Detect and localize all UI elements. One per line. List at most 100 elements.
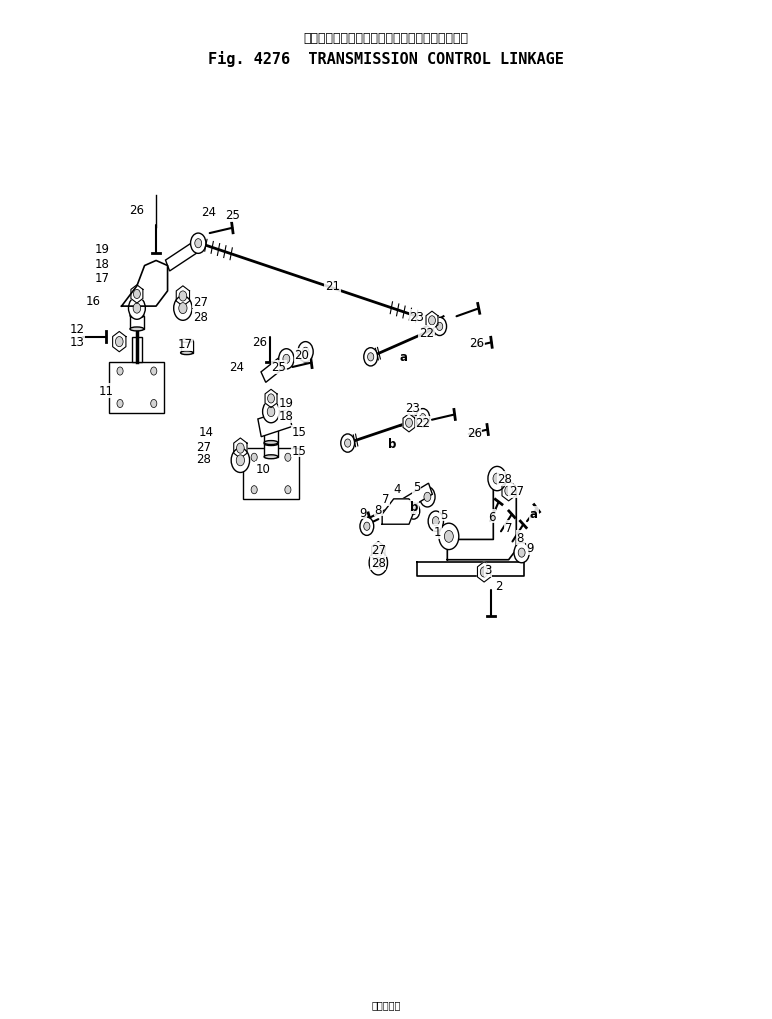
Text: 22: 22 bbox=[419, 327, 434, 339]
Text: Fig. 4276  TRANSMISSION CONTROL LINKAGE: Fig. 4276 TRANSMISSION CONTROL LINKAGE bbox=[208, 51, 564, 66]
Circle shape bbox=[285, 486, 291, 494]
Text: 27: 27 bbox=[371, 543, 386, 556]
Polygon shape bbox=[165, 240, 200, 272]
Circle shape bbox=[117, 400, 123, 409]
Circle shape bbox=[436, 323, 443, 331]
Circle shape bbox=[134, 290, 141, 300]
Polygon shape bbox=[502, 481, 515, 501]
Circle shape bbox=[117, 368, 123, 376]
Polygon shape bbox=[258, 410, 292, 437]
Circle shape bbox=[179, 291, 187, 302]
Circle shape bbox=[262, 401, 279, 423]
Text: 5: 5 bbox=[413, 481, 420, 493]
Text: 28: 28 bbox=[193, 311, 208, 323]
Polygon shape bbox=[382, 499, 415, 525]
Circle shape bbox=[151, 368, 157, 376]
Circle shape bbox=[179, 304, 187, 314]
Text: 12: 12 bbox=[69, 323, 85, 335]
Text: 19: 19 bbox=[95, 243, 110, 256]
Text: －　ｰ　－: － ｰ － bbox=[371, 999, 401, 1009]
Text: 9: 9 bbox=[527, 541, 534, 554]
Circle shape bbox=[480, 568, 488, 578]
Circle shape bbox=[128, 298, 145, 320]
Ellipse shape bbox=[264, 455, 278, 460]
Circle shape bbox=[445, 531, 453, 543]
Text: 26: 26 bbox=[469, 337, 484, 350]
Circle shape bbox=[251, 486, 257, 494]
Text: 1: 1 bbox=[434, 526, 441, 538]
Circle shape bbox=[411, 507, 416, 516]
Circle shape bbox=[298, 342, 313, 363]
Text: 18: 18 bbox=[279, 410, 294, 423]
Circle shape bbox=[364, 523, 370, 531]
Circle shape bbox=[514, 543, 530, 564]
Polygon shape bbox=[447, 479, 516, 560]
Bar bbox=[243, 448, 299, 499]
Bar bbox=[264, 444, 278, 458]
Text: 6: 6 bbox=[488, 511, 496, 523]
Polygon shape bbox=[477, 562, 491, 583]
Text: 8: 8 bbox=[516, 531, 524, 544]
Text: 7: 7 bbox=[382, 493, 390, 505]
Text: 11: 11 bbox=[99, 384, 113, 397]
Text: 26: 26 bbox=[252, 336, 267, 348]
Polygon shape bbox=[417, 562, 524, 577]
Polygon shape bbox=[121, 261, 168, 307]
Text: 17: 17 bbox=[178, 338, 193, 351]
Text: トランスミッション　コントロール　リンケージ: トランスミッション コントロール リンケージ bbox=[303, 32, 469, 45]
Circle shape bbox=[428, 512, 443, 532]
Text: 25: 25 bbox=[225, 209, 240, 222]
Circle shape bbox=[505, 486, 513, 496]
Circle shape bbox=[405, 419, 412, 428]
Ellipse shape bbox=[181, 352, 193, 356]
Polygon shape bbox=[131, 285, 143, 304]
Text: 15: 15 bbox=[292, 426, 306, 439]
Circle shape bbox=[191, 233, 206, 254]
Circle shape bbox=[374, 547, 382, 557]
Ellipse shape bbox=[264, 428, 278, 432]
Text: 26: 26 bbox=[466, 427, 482, 440]
Circle shape bbox=[116, 337, 123, 347]
Bar bbox=[131, 337, 142, 363]
Circle shape bbox=[420, 414, 426, 423]
Circle shape bbox=[174, 297, 192, 321]
Polygon shape bbox=[403, 415, 415, 432]
Text: 3: 3 bbox=[484, 564, 492, 577]
Polygon shape bbox=[265, 390, 277, 409]
Text: 14: 14 bbox=[198, 426, 213, 439]
Circle shape bbox=[151, 400, 157, 409]
Text: a: a bbox=[400, 351, 408, 364]
Text: 27: 27 bbox=[196, 440, 211, 453]
Circle shape bbox=[369, 551, 388, 576]
Circle shape bbox=[251, 453, 257, 462]
Text: 28: 28 bbox=[196, 452, 211, 466]
Ellipse shape bbox=[130, 315, 144, 318]
Text: 28: 28 bbox=[371, 556, 386, 570]
Circle shape bbox=[493, 474, 501, 485]
Ellipse shape bbox=[264, 442, 278, 446]
Circle shape bbox=[518, 548, 525, 557]
Circle shape bbox=[367, 354, 374, 362]
Circle shape bbox=[268, 394, 275, 404]
Circle shape bbox=[439, 524, 459, 550]
Text: 26: 26 bbox=[130, 204, 144, 217]
Circle shape bbox=[374, 557, 382, 569]
Circle shape bbox=[416, 410, 430, 427]
Ellipse shape bbox=[264, 441, 278, 445]
Text: 27: 27 bbox=[509, 485, 523, 497]
Text: 24: 24 bbox=[201, 206, 215, 219]
Bar bbox=[266, 423, 276, 448]
Ellipse shape bbox=[181, 339, 193, 343]
Text: 5: 5 bbox=[440, 508, 447, 521]
Circle shape bbox=[283, 355, 290, 364]
Polygon shape bbox=[426, 312, 438, 330]
Text: 4: 4 bbox=[394, 483, 401, 495]
Circle shape bbox=[231, 448, 249, 473]
Circle shape bbox=[236, 443, 244, 453]
Circle shape bbox=[428, 317, 435, 325]
Text: 17: 17 bbox=[95, 272, 110, 285]
Circle shape bbox=[432, 517, 439, 526]
Polygon shape bbox=[371, 542, 385, 562]
Text: b: b bbox=[410, 501, 418, 514]
Bar bbox=[110, 363, 164, 414]
